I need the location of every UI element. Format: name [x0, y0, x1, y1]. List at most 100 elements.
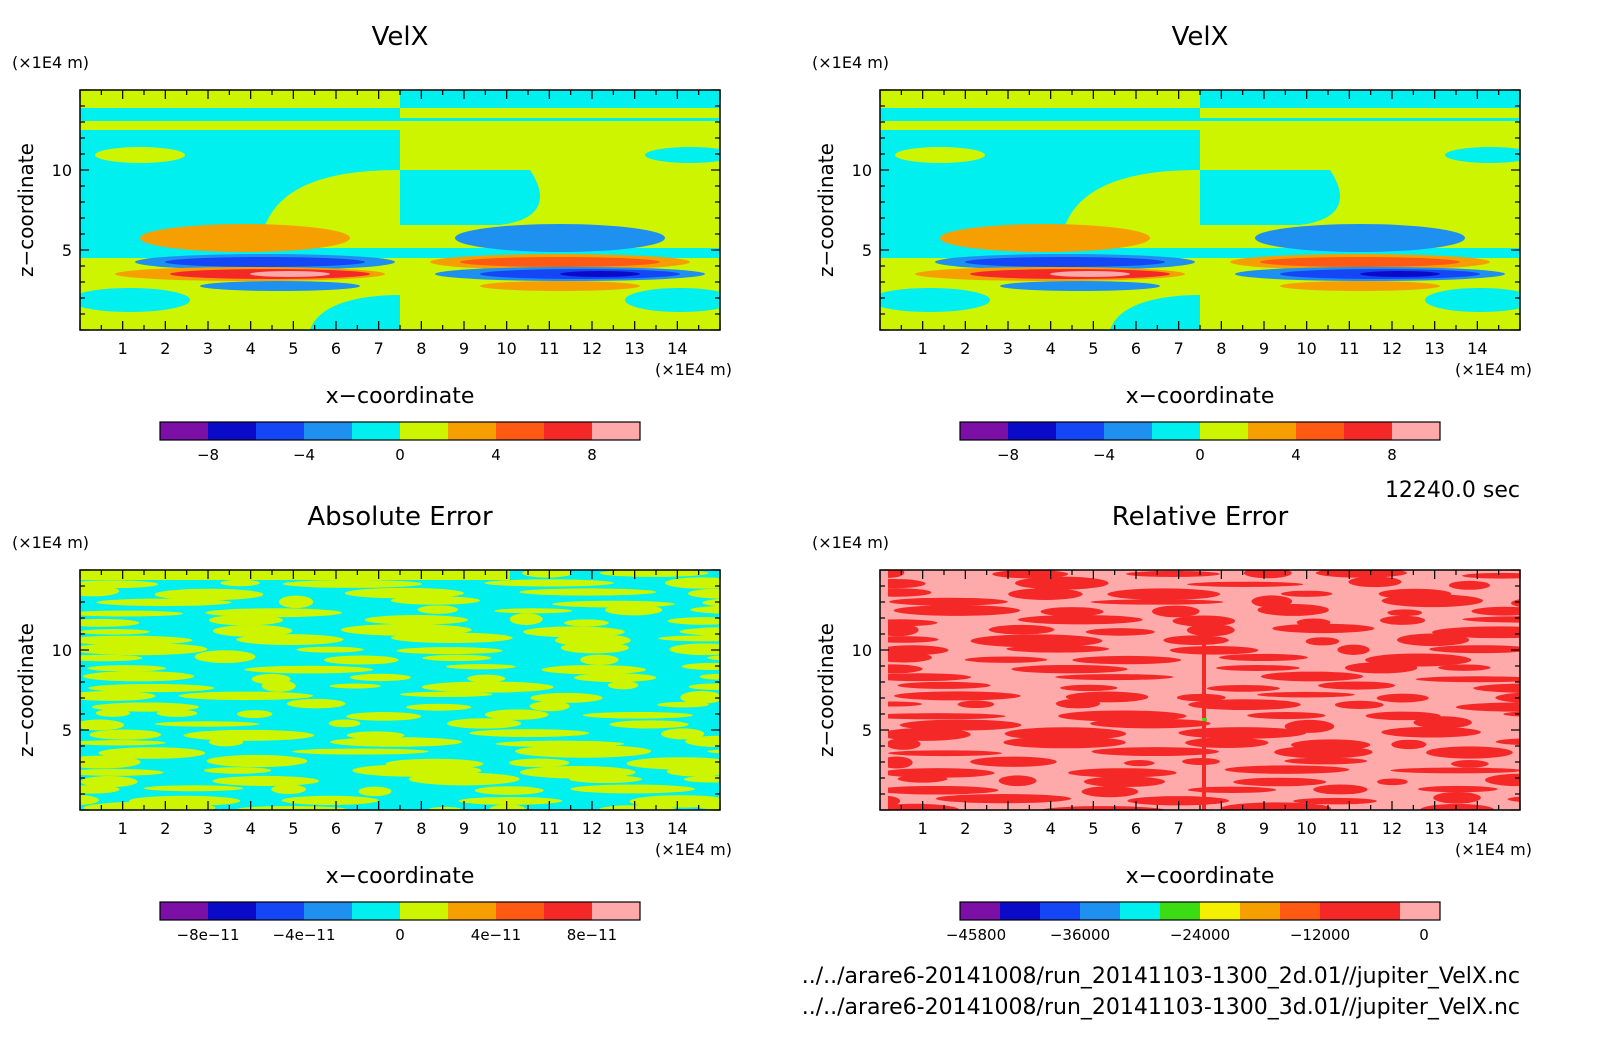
colorbar-swatch — [1040, 902, 1081, 920]
colorbar-swatch — [1280, 902, 1321, 920]
y-tick-label: 10 — [52, 161, 72, 180]
x-tick-label: 13 — [624, 819, 644, 838]
colorbar-swatch — [1008, 422, 1057, 440]
colorbar-frame — [159, 901, 641, 921]
panel-title: Absolute Error — [307, 502, 493, 532]
colorbar-swatch — [1152, 422, 1201, 440]
x-tick-label: 8 — [1216, 819, 1226, 838]
x-tick-label: 14 — [1467, 339, 1487, 358]
contour-field — [880, 90, 1520, 330]
x-tick-label: 11 — [539, 339, 559, 358]
x-tick-label: 5 — [288, 819, 298, 838]
colorbar-frame — [959, 421, 1441, 441]
colorbar-swatch — [1056, 422, 1105, 440]
x-tick-label: 4 — [1046, 339, 1056, 358]
colorbar-tick-label: 8 — [587, 446, 597, 464]
time-label: 12240.0 sec — [1385, 478, 1520, 503]
y-unit-label: (×1E4 m) — [812, 53, 889, 72]
colorbar-tick-label: −4 — [1093, 446, 1115, 464]
panel-3: Absolute Error(×1E4 m)1 2 3 4 5 6 7 8 9 10 11 12 13 1… — [12, 502, 732, 944]
colorbar-swatch — [544, 422, 593, 440]
colorbar: −8 −4 0 4 8 — [959, 421, 1441, 464]
x-tick-label: 9 — [1259, 819, 1269, 838]
colorbar-swatch — [160, 422, 209, 440]
colorbar-swatch — [1392, 422, 1441, 440]
x-tick-label: 9 — [1259, 339, 1269, 358]
colorbar-swatch — [400, 902, 449, 920]
x-tick-label: 14 — [667, 819, 687, 838]
colorbar-swatch — [1000, 902, 1041, 920]
x-tick-label: 5 — [1088, 339, 1098, 358]
contour-field — [880, 570, 1520, 810]
x-tick-label: 7 — [1174, 339, 1184, 358]
x-axis-label: x−coordinate — [1126, 384, 1275, 409]
x-tick-label: 10 — [496, 819, 516, 838]
y-tick-label: 5 — [62, 241, 72, 260]
panel-1: VelX(×1E4 m)1 2 3 4 5 6 7 8 9 10 11 12 13 14510(×1E4 … — [12, 22, 732, 464]
y-axis-label: z−coordinate — [14, 623, 38, 757]
colorbar-swatch — [256, 902, 305, 920]
colorbar-swatch — [1120, 902, 1161, 920]
colorbar-swatch — [1344, 422, 1393, 440]
x-tick-label: 13 — [624, 339, 644, 358]
colorbar-swatch — [304, 902, 353, 920]
x-tick-label: 4 — [246, 819, 256, 838]
colorbar-swatch — [1400, 902, 1441, 920]
x-tick-label: 10 — [496, 339, 516, 358]
contour-field — [80, 570, 720, 810]
x-tick-label: 1 — [918, 819, 928, 838]
colorbar-tick-label: −4 — [293, 446, 315, 464]
colorbar-tick-label: −24000 — [1170, 926, 1230, 944]
y-axis-label: z−coordinate — [814, 143, 838, 277]
colorbar: −8 −4 0 4 8 — [159, 421, 641, 464]
x-tick-label: 1 — [918, 339, 928, 358]
x-tick-label: 12 — [1382, 339, 1402, 358]
colorbar-swatch — [352, 902, 401, 920]
file-path-2: ../../arare6-20141008/run_20141103-1300_… — [802, 995, 1520, 1020]
colorbar-swatch — [1080, 902, 1121, 920]
colorbar-tick-label: 0 — [1195, 446, 1205, 464]
colorbar-swatch — [160, 902, 209, 920]
colorbar-frame — [159, 421, 641, 441]
colorbar-swatch — [304, 422, 353, 440]
colorbar-swatch — [1200, 902, 1241, 920]
colorbar-swatch — [496, 422, 545, 440]
colorbar-tick-label: −8e−11 — [177, 926, 240, 944]
colorbar-swatch — [496, 902, 545, 920]
colorbar-swatch — [448, 422, 497, 440]
x-tick-label: 3 — [203, 339, 213, 358]
colorbar-tick-label: 4 — [491, 446, 501, 464]
y-unit-label: (×1E4 m) — [812, 533, 889, 552]
x-tick-label: 2 — [160, 819, 170, 838]
x-tick-label: 9 — [459, 819, 469, 838]
colorbar-tick-label: 0 — [395, 926, 405, 944]
x-tick-label: 12 — [1382, 819, 1402, 838]
x-tick-label: 12 — [582, 819, 602, 838]
x-tick-label: 12 — [582, 339, 602, 358]
colorbar-swatch — [256, 422, 305, 440]
x-tick-label: 3 — [1003, 819, 1013, 838]
y-tick-label: 10 — [852, 161, 872, 180]
colorbar-swatch — [1296, 422, 1345, 440]
colorbar-swatch — [400, 422, 449, 440]
x-tick-label: 14 — [667, 339, 687, 358]
colorbar-tick-label: −4e−11 — [273, 926, 336, 944]
colorbar-swatch — [544, 902, 593, 920]
colorbar-tick-label: 0 — [1419, 926, 1429, 944]
x-tick-label: 11 — [539, 819, 559, 838]
y-tick-label: 10 — [852, 641, 872, 660]
colorbar-swatch — [1104, 422, 1153, 440]
y-axis-label: z−coordinate — [14, 143, 38, 277]
x-tick-label: 8 — [416, 819, 426, 838]
panel-title: VelX — [1172, 22, 1229, 52]
colorbar-tick-label: 4 — [1291, 446, 1301, 464]
x-axis-label: x−coordinate — [326, 864, 475, 889]
x-tick-label: 2 — [960, 819, 970, 838]
y-tick-label: 10 — [52, 641, 72, 660]
y-unit-label: (×1E4 m) — [12, 533, 89, 552]
x-tick-label: 13 — [1424, 339, 1444, 358]
colorbar-swatch — [448, 902, 497, 920]
y-tick-label: 5 — [62, 721, 72, 740]
colorbar-swatch — [592, 422, 641, 440]
colorbar-tick-label: −12000 — [1290, 926, 1350, 944]
